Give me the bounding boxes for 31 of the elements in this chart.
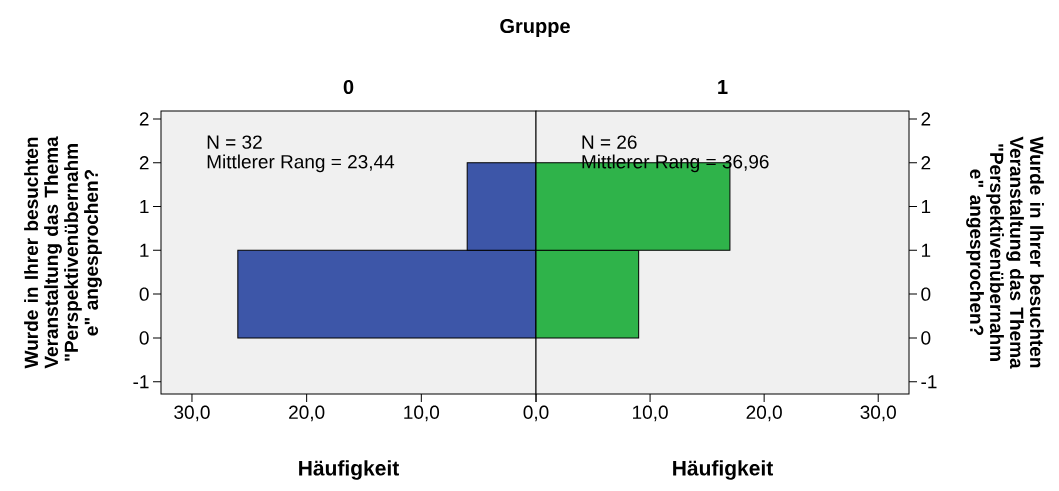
y-tick-label: 0 bbox=[921, 331, 931, 345]
y-tick-label: 1 bbox=[921, 243, 931, 257]
x-tick-label: 30,0 bbox=[860, 405, 896, 422]
y-tick-label: 0 bbox=[921, 287, 931, 301]
y-tick-label: -1 bbox=[921, 375, 937, 389]
x-tick-label: 10,0 bbox=[633, 405, 668, 422]
annotation: Mittlerer Rang = 23,44 bbox=[207, 154, 395, 173]
x-axis-title: Häufigkeit bbox=[673, 460, 774, 480]
y-tick-label: 2 bbox=[139, 156, 149, 170]
x-tick-label: 30,0 bbox=[174, 405, 210, 422]
y-axis-title: Wurde in Ihrer besuchten Veranstaltung das Thema "Perspektivenübernahm e" angesprochen? bbox=[24, 136, 102, 369]
annotation: N = 26 bbox=[582, 135, 637, 149]
y-tick-label: 1 bbox=[921, 199, 931, 214]
y-tick-label: 2 bbox=[921, 156, 931, 170]
chart-subtitle: 0 bbox=[343, 79, 354, 95]
y-tick-label: 0 bbox=[139, 287, 149, 301]
x-tick-label: 10,0 bbox=[404, 405, 440, 422]
x-axis-title: Häufigkeit bbox=[299, 460, 400, 480]
y-tick-label: 2 bbox=[921, 112, 931, 126]
y-tick-label: 1 bbox=[140, 199, 149, 214]
x-tick-label: 20,0 bbox=[746, 405, 782, 422]
y-axis-title: Wurde in Ihrer besuchten Veranstaltung das Thema "Perspektivenübernahm e" angesprochen? bbox=[966, 136, 1044, 369]
chart-title: Gruppe bbox=[500, 18, 570, 38]
annotation: N = 32 bbox=[207, 135, 262, 149]
chart-subtitle: 1 bbox=[718, 80, 728, 94]
y-tick-label: 1 bbox=[140, 243, 149, 257]
y-tick-label: 0 bbox=[139, 331, 149, 345]
y-tick-label: -1 bbox=[133, 375, 149, 389]
y-tick-label: 2 bbox=[139, 112, 149, 126]
x-tick-label: 20,0 bbox=[289, 405, 325, 422]
x-tick-label: 0,0 bbox=[523, 405, 549, 422]
